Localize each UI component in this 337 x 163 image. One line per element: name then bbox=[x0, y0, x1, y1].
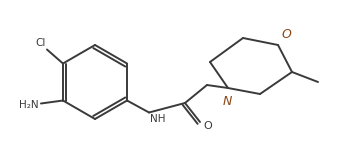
Text: O: O bbox=[282, 28, 292, 41]
Text: NH: NH bbox=[150, 114, 165, 125]
Text: H₂N: H₂N bbox=[19, 99, 39, 110]
Text: Cl: Cl bbox=[36, 38, 46, 49]
Text: N: N bbox=[222, 95, 232, 108]
Text: O: O bbox=[203, 121, 212, 131]
